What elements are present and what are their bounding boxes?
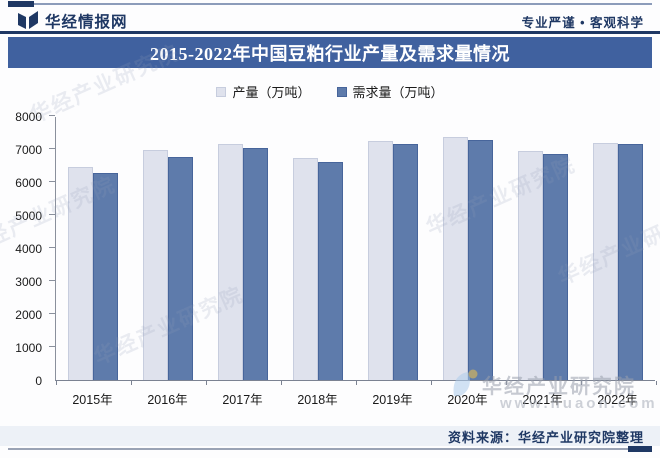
x-tick-label: 2016年 bbox=[147, 393, 188, 407]
site-name: 华经情报网 bbox=[45, 14, 128, 31]
bar bbox=[318, 161, 344, 380]
y-tick-label: 2000 bbox=[15, 308, 42, 322]
header-divider bbox=[0, 31, 660, 34]
legend-item: 产量（万吨） bbox=[216, 82, 311, 101]
bar-group-2020年 bbox=[430, 117, 505, 380]
x-axis-tick bbox=[205, 381, 207, 385]
bar bbox=[143, 150, 169, 380]
y-tick-label: 3000 bbox=[15, 275, 42, 289]
y-axis-tick bbox=[49, 313, 55, 314]
x-tick-label: 2017年 bbox=[222, 393, 263, 407]
y-axis-tick bbox=[49, 247, 55, 248]
bar bbox=[293, 158, 319, 380]
y-axis-tick bbox=[49, 148, 55, 149]
bar bbox=[542, 153, 568, 380]
bar bbox=[442, 137, 468, 380]
bar bbox=[68, 166, 94, 380]
bottom-accent-block bbox=[628, 446, 652, 452]
bar bbox=[617, 143, 643, 380]
y-axis-tick bbox=[49, 280, 55, 281]
x-axis-tick bbox=[55, 381, 57, 385]
bar bbox=[168, 156, 194, 380]
y-axis-tick bbox=[49, 346, 55, 347]
data-source: 资料来源：华经产业研究院整理 bbox=[447, 429, 644, 445]
bar bbox=[592, 143, 618, 380]
bar bbox=[392, 144, 418, 380]
y-tick-label: 7000 bbox=[15, 143, 42, 157]
x-axis-labels: 2015年 2016年 2017年 2018年 2019年 2020年 2021年 2022年 bbox=[55, 389, 655, 408]
y-tick-label: 4000 bbox=[15, 242, 42, 256]
legend-label: 产量（万吨） bbox=[232, 85, 311, 100]
legend-swatch bbox=[216, 86, 227, 97]
footer-band: 资料来源：华经产业研究院整理 bbox=[0, 426, 660, 446]
x-tick-label: 2019年 bbox=[372, 393, 413, 407]
chart-legend: 产量（万吨） 需求量（万吨） bbox=[0, 82, 660, 101]
bar-group-2018年 bbox=[281, 117, 356, 380]
chart-title: 2015-2022年中国豆粕行业产量及需求量情况 bbox=[150, 43, 510, 64]
y-tick-label: 0 bbox=[35, 374, 42, 388]
x-tick-label: 2020年 bbox=[447, 393, 488, 407]
bottom-accent-line bbox=[8, 448, 652, 450]
top-accent-block bbox=[8, 1, 34, 7]
bar-group-2019年 bbox=[356, 117, 431, 380]
x-tick-label: 2015年 bbox=[72, 393, 113, 407]
x-axis-tick bbox=[580, 381, 582, 385]
x-axis-tick bbox=[655, 381, 657, 385]
bar-group-2015年 bbox=[56, 117, 131, 380]
x-axis-tick bbox=[280, 381, 282, 385]
top-accent-line bbox=[8, 3, 652, 5]
x-tick-label: 2018年 bbox=[297, 393, 338, 407]
bar bbox=[218, 143, 244, 380]
x-tick-label: 2021年 bbox=[522, 393, 563, 407]
bar-group-2017年 bbox=[206, 117, 281, 380]
y-axis-labels: 0 1000 2000 3000 4000 5000 6000 7000 8000 bbox=[0, 110, 48, 388]
legend-item: 需求量（万吨） bbox=[336, 82, 444, 101]
bar-group-2022年 bbox=[580, 117, 655, 380]
bar bbox=[367, 140, 393, 380]
x-tick-label: 2022年 bbox=[597, 393, 638, 407]
bar bbox=[517, 150, 543, 380]
x-axis-tick bbox=[430, 381, 432, 385]
huajing-logo-icon bbox=[18, 11, 38, 29]
y-tick-label: 1000 bbox=[15, 341, 42, 355]
y-tick-label: 8000 bbox=[15, 110, 42, 124]
x-axis-tick bbox=[130, 381, 132, 385]
y-tick-label: 6000 bbox=[15, 176, 42, 190]
y-axis-tick bbox=[49, 115, 55, 116]
plot-area bbox=[49, 115, 657, 385]
site-tagline: 专业严谨 • 客观科学 bbox=[521, 16, 644, 30]
header: 华经情报网 专业严谨 • 客观科学 bbox=[0, 8, 660, 31]
legend-swatch bbox=[336, 86, 347, 97]
bar bbox=[243, 148, 269, 380]
bar-group-2021年 bbox=[505, 117, 580, 380]
bar bbox=[467, 140, 493, 380]
y-axis-tick bbox=[49, 181, 55, 182]
x-axis-tick bbox=[355, 381, 357, 385]
y-tick-label: 5000 bbox=[15, 209, 42, 223]
x-axis-tick bbox=[505, 381, 507, 385]
bar bbox=[93, 173, 119, 380]
bar-group-2016年 bbox=[131, 117, 206, 380]
legend-label: 需求量（万吨） bbox=[352, 85, 444, 100]
chart-title-banner: 2015-2022年中国豆粕行业产量及需求量情况 bbox=[8, 37, 652, 68]
y-axis-tick bbox=[49, 214, 55, 215]
